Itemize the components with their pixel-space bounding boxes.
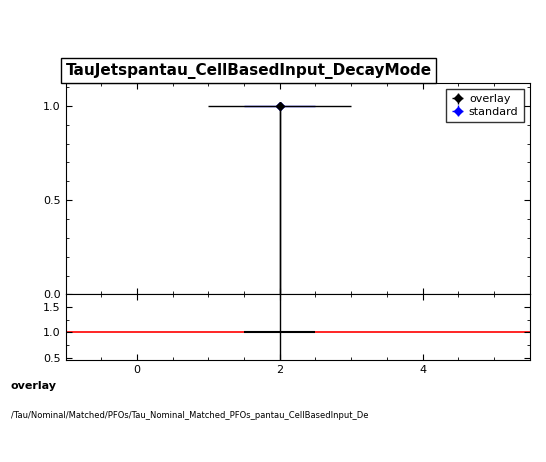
Text: overlay: overlay [11, 381, 57, 391]
Text: TauJetspantau_CellBasedInput_DecayMode: TauJetspantau_CellBasedInput_DecayMode [66, 63, 432, 79]
Legend: overlay, standard: overlay, standard [446, 89, 524, 122]
Text: /Tau/Nominal/Matched/PFOs/Tau_Nominal_Matched_PFOs_pantau_CellBasedInput_De: /Tau/Nominal/Matched/PFOs/Tau_Nominal_Ma… [11, 411, 369, 420]
